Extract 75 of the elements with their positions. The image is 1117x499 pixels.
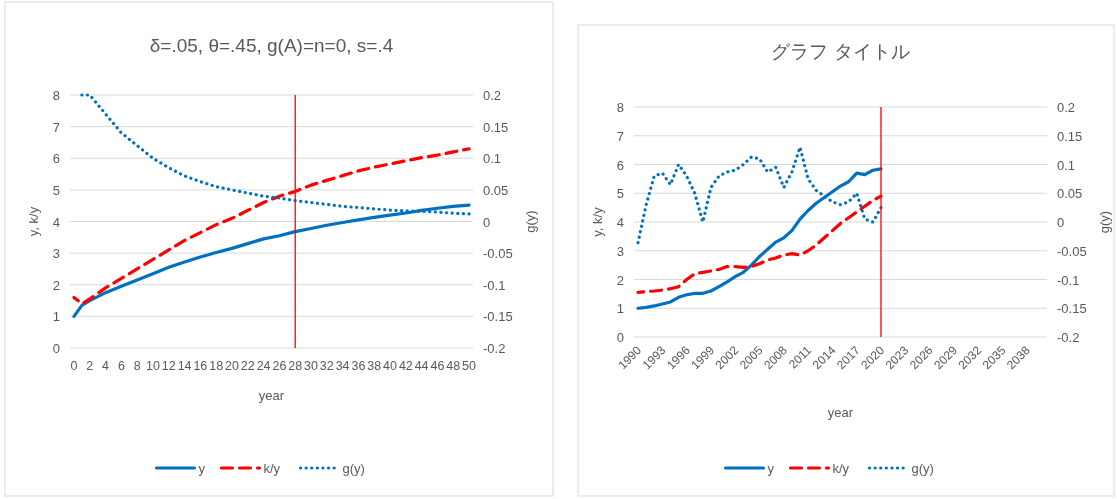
y-tick-label: 8 [52,88,60,103]
y2-tick-label: 0.1 [1057,157,1076,173]
y2-tick-label: -0.05 [483,246,513,262]
x-tick-label: 50 [462,359,477,373]
y-tick-label: 7 [52,119,60,135]
x-tick-label: 4 [102,359,110,373]
y-tick-label: 1 [616,301,624,317]
legend-label: y [767,461,775,476]
y2-tick-label: 0.15 [1057,128,1083,144]
x-tick-label: 2 [86,359,94,373]
x-tick-label: 14 [177,359,192,373]
y2-axis-title: g(y) [523,210,538,233]
y2-tick-label: -0.1 [483,277,506,293]
x-tick-label: 42 [398,359,413,373]
x-tick-label: 16 [193,359,208,373]
y2-tick-label: 0 [483,214,491,230]
x-axis-title: year [827,405,854,420]
y-tick-label: 1 [52,309,60,325]
y2-tick-label: 0.2 [483,88,502,103]
x-tick-label: 48 [446,359,461,373]
x-tick-label: 22 [240,359,255,373]
y-tick-label: 3 [52,246,60,262]
x-tick-label: 0 [70,359,78,373]
y2-tick-label: -0.2 [483,341,506,356]
y2-tick-label: -0.15 [1057,301,1087,317]
legend-label: y [198,461,206,476]
y-tick-label: 8 [616,100,624,115]
y-tick-label: 4 [616,215,624,230]
y-axis-title: y, k/y [590,206,605,237]
x-tick-label: 10 [146,359,160,373]
y-axis-title: y, k/y [26,206,41,237]
legend-label: k/y [832,461,850,476]
y-tick-label: 4 [52,214,60,230]
y2-tick-label: -0.15 [483,309,513,325]
y2-tick-label: 0.05 [1057,186,1083,202]
x-axis-title: year [258,388,285,403]
x-tick-label: 8 [133,359,141,373]
y2-tick-label: -0.2 [1057,330,1080,345]
x-tick-label: 36 [351,359,366,373]
x-tick-label: 6 [117,359,125,373]
x-tick-label: 30 [304,359,319,373]
legend-label: k/y [263,461,281,476]
y-tick-label: 7 [616,128,624,144]
chart-title: δ=.05, θ=.45, g(A)=n=0, s=.4 [149,35,394,56]
y2-axis-title: g(y) [1097,210,1112,234]
y-tick-label: 5 [616,186,624,202]
x-tick-label: 28 [288,359,303,373]
x-tick-label: 20 [225,359,239,373]
x-tick-label: 12 [161,359,176,373]
y-tick-label: 6 [52,151,60,167]
x-tick-label: 24 [256,359,271,373]
y-tick-label: 2 [616,272,624,288]
y2-tick-label: 0.1 [483,151,502,167]
y-tick-label: 0 [616,330,624,345]
y2-tick-label: 0.2 [1057,100,1076,115]
legend-label: g(y) [911,461,934,476]
x-tick-label: 46 [430,359,445,373]
legend-label: g(y) [342,461,365,476]
y2-tick-label: 0 [1057,215,1065,230]
x-tick-label: 34 [335,359,350,373]
y2-tick-label: -0.05 [1057,243,1087,259]
x-tick-label: 32 [319,359,334,373]
y2-tick-label: 0.15 [483,119,509,135]
y-tick-label: 3 [616,243,624,259]
y2-tick-label: -0.1 [1057,272,1080,288]
x-tick-label: 18 [209,359,224,373]
y-tick-label: 5 [52,182,60,198]
x-tick-label: 44 [414,359,429,373]
y-tick-label: 6 [616,157,624,173]
y-tick-label: 2 [52,277,60,293]
y2-tick-label: 0.05 [483,182,509,198]
x-tick-label: 40 [383,359,398,373]
x-tick-label: 26 [272,359,287,373]
x-tick-label: 38 [367,359,382,373]
chart-title: グラフ タイトル [771,41,910,62]
